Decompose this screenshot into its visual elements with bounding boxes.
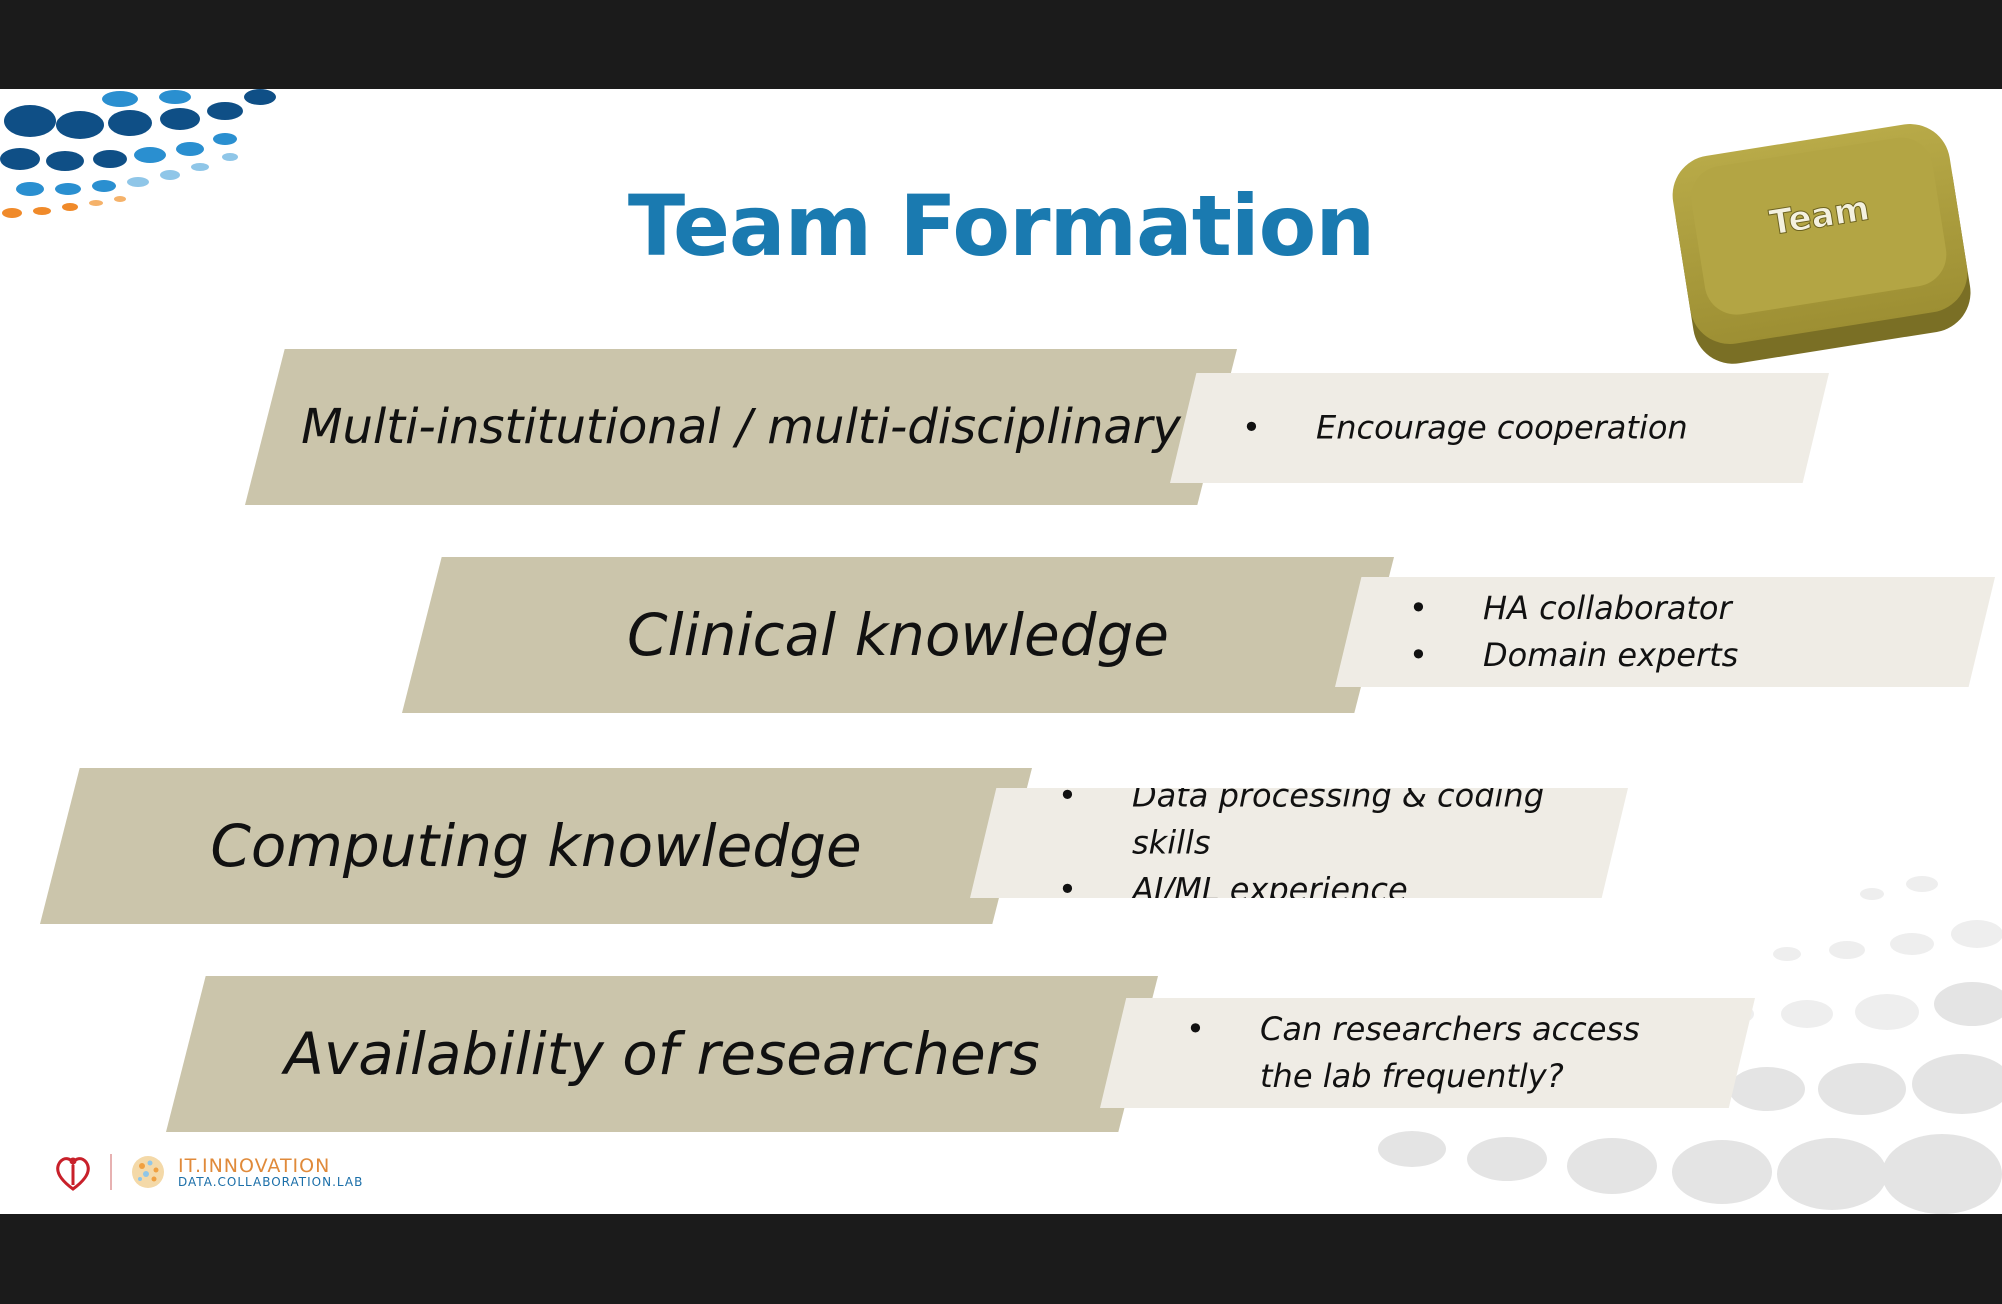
slide: Team Formation Team Multi-institutional …: [0, 89, 2002, 1214]
dots-decoration-icon: [1378, 876, 2002, 1214]
list-item: • Encourage cooperation: [1242, 408, 1688, 447]
row-heading-band: Availability of researchers: [166, 976, 1158, 1132]
footer-separator: [110, 1154, 112, 1190]
row-heading: Availability of researchers: [284, 1020, 1040, 1088]
dots-decoration-icon: [0, 89, 276, 218]
it-innovation-logo-icon: [132, 1156, 164, 1188]
row-bullets-box: • Encourage cooperation: [1170, 373, 1829, 483]
it-innovation-brand: IT.INNOVATION DATA.COLLABORATION.LAB: [178, 1154, 364, 1189]
top-black-bar: [0, 0, 2002, 89]
list-item: • Data processing & coding skills: [1058, 776, 1544, 862]
row-heading-band: Computing knowledge: [40, 768, 1032, 924]
row-bullets-box: • Can researchers access the lab frequent…: [1100, 998, 1755, 1108]
row-heading: Computing knowledge: [210, 812, 862, 880]
row-heading-band: Clinical knowledge: [402, 557, 1394, 713]
list-item: • HA collaborator: [1409, 589, 1732, 627]
row-heading-band: Multi-institutional / multi-disciplinary: [245, 349, 1237, 505]
slide-title: Team Formation: [627, 177, 1375, 275]
team-key-icon: Team: [1672, 124, 1971, 364]
list-item: • Can researchers access the lab frequent…: [1186, 1010, 1640, 1095]
bottom-black-bar: [0, 1214, 2002, 1304]
heart-logo-icon: [56, 1157, 90, 1191]
list-item: • Domain experts: [1409, 636, 1739, 674]
row-bullets-box: • Data processing & coding skills • AI/ML …: [970, 788, 1628, 898]
row-heading: Clinical knowledge: [627, 601, 1169, 669]
footer-logos: IT.INNOVATION DATA.COLLABORATION.LAB: [52, 1151, 363, 1193]
list-item: • AI/ML experience: [1058, 870, 1408, 909]
row-heading: Multi-institutional / multi-disciplinary: [301, 399, 1181, 455]
row-bullets-box: • HA collaborator • Domain experts: [1335, 577, 1995, 687]
